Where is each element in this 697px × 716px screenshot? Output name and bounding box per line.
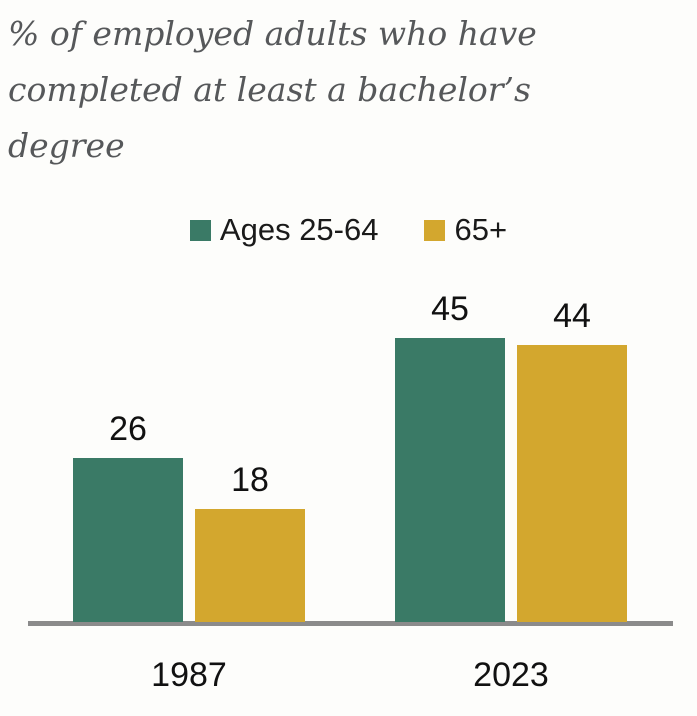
legend-label: Ages 25-64 [219, 212, 379, 247]
bar-2023-65+ [517, 345, 627, 622]
bars-row: 45 44 [395, 272, 627, 622]
legend-swatch-icon [189, 219, 211, 241]
bar-group-1987: 26 18 1987 [73, 272, 305, 695]
value-label: 26 [109, 410, 147, 448]
chart-title-line: degree [8, 126, 125, 165]
legend-label: 65+ [454, 212, 508, 247]
x-axis-label: 2023 [473, 656, 549, 694]
bar-group-2023: 45 44 2023 [395, 272, 627, 695]
x-axis-label: 1987 [151, 656, 227, 694]
bar-cell: 18 [195, 461, 305, 622]
value-label: 18 [231, 461, 269, 499]
bars-row: 26 18 [73, 272, 305, 622]
chart-title: % of employed adults who have completed … [8, 6, 537, 174]
bar-1987-Ages 25-64 [73, 458, 183, 622]
legend: Ages 25-64 65+ [0, 212, 697, 248]
bar-cell: 44 [517, 297, 627, 622]
value-label: 45 [431, 290, 469, 328]
chart-title-line: % of employed adults who have [8, 14, 537, 53]
x-axis-line [28, 621, 673, 626]
bar-cell: 45 [395, 290, 505, 622]
bar-2023-Ages 25-64 [395, 338, 505, 622]
bar-cell: 26 [73, 410, 183, 622]
chart-title-line: completed at least a bachelor’s [8, 70, 531, 109]
legend-item: 65+ [424, 212, 507, 248]
legend-swatch-icon [424, 219, 446, 241]
bar-1987-65+ [195, 509, 305, 622]
value-label: 44 [553, 297, 591, 335]
legend-item: Ages 25-64 [189, 212, 379, 248]
